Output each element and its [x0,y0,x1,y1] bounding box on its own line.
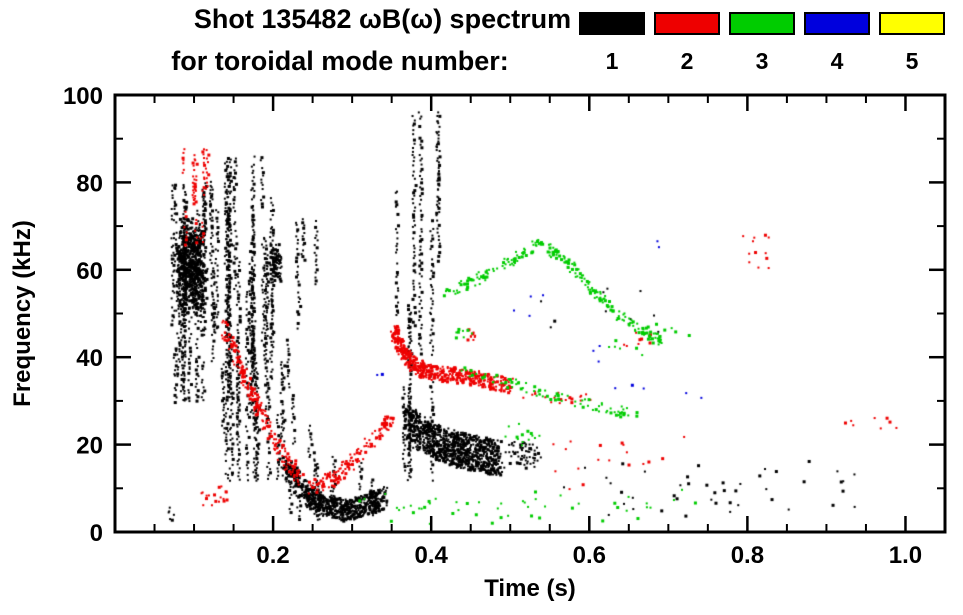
spectrogram-figure: Shot 135482 ωB(ω) spectrum for toroidal … [0,0,963,615]
scatter-points-canvas [0,0,963,615]
